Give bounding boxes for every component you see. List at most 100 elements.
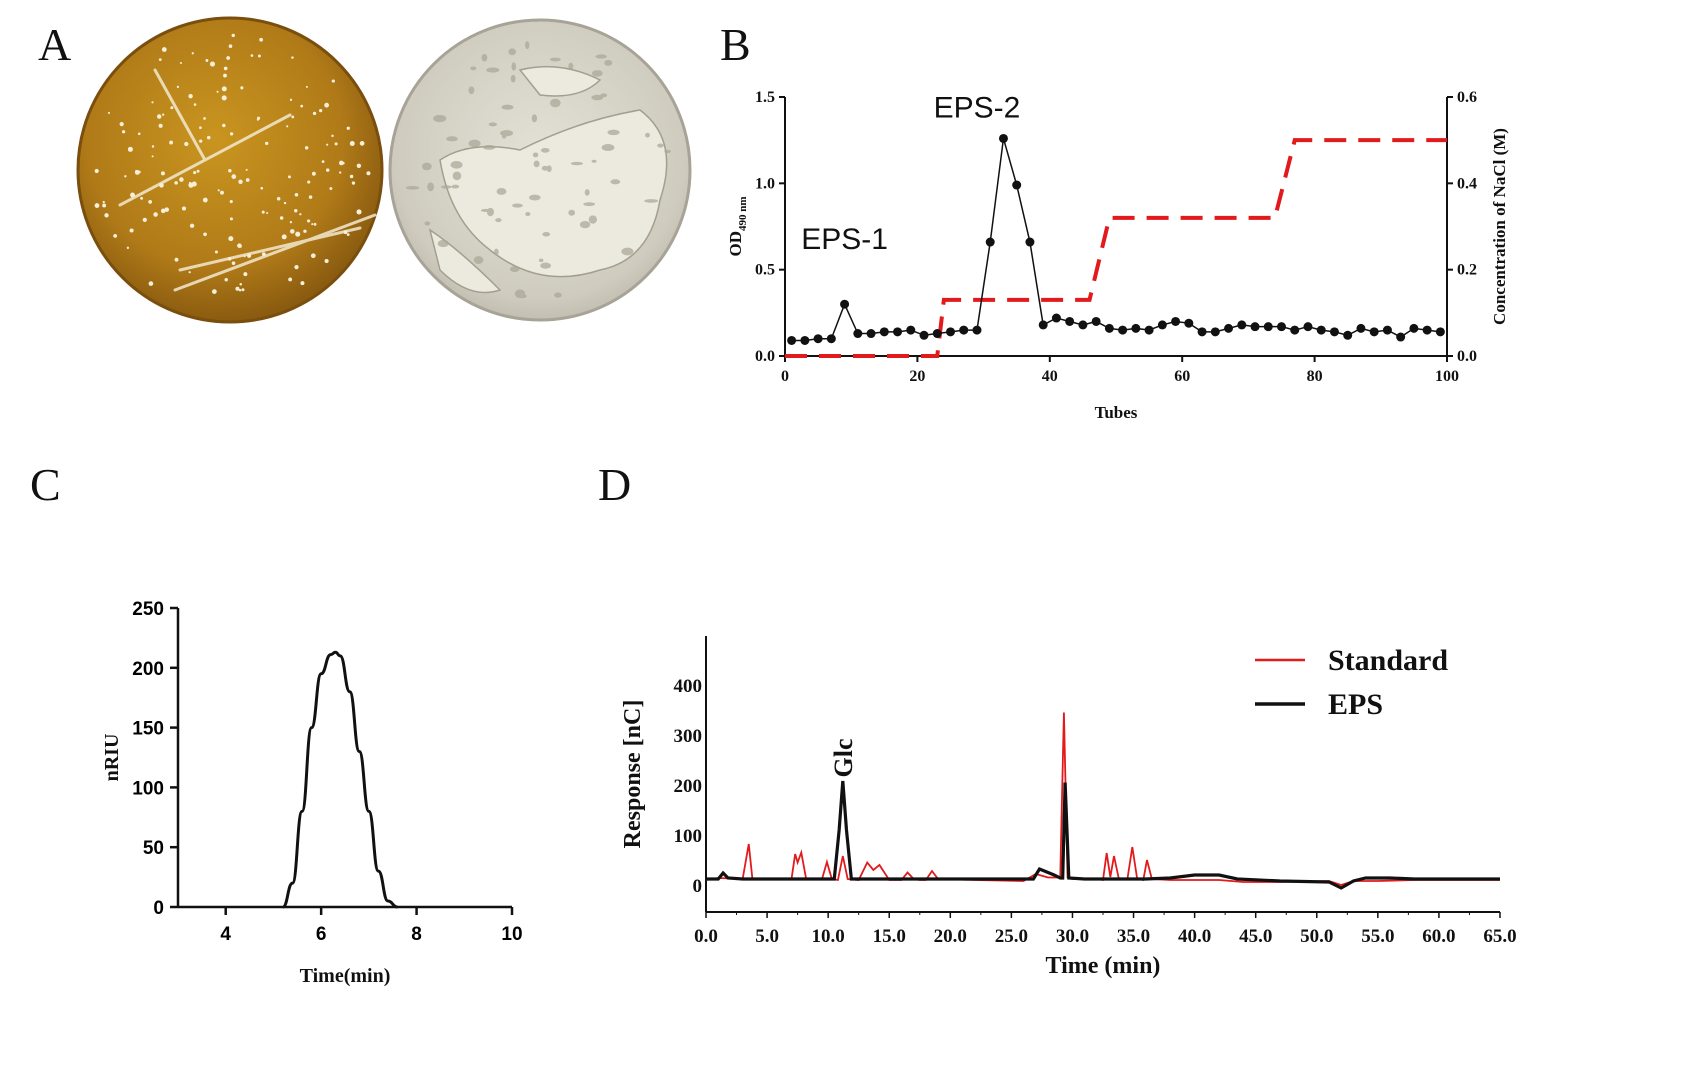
y-tick-label: 50: [143, 838, 164, 859]
colony-dot: [245, 168, 248, 171]
colony-dot: [294, 265, 299, 270]
colony-dot: [220, 190, 224, 195]
colony-dot: [159, 183, 164, 188]
x-tick-label: 8: [411, 924, 422, 945]
colony-spot: [610, 179, 621, 185]
colony-dot: [151, 101, 154, 104]
colony-spot: [452, 171, 462, 181]
od-point: [879, 327, 889, 337]
colony-dot: [239, 283, 242, 286]
colony-dot: [202, 197, 208, 203]
y-tick-label: 300: [674, 726, 703, 747]
colony-dot: [199, 139, 203, 143]
colony-dot: [259, 37, 263, 42]
od-point: [1382, 325, 1392, 335]
colony-dot: [238, 289, 242, 292]
od-point: [1343, 330, 1353, 340]
colony-spot: [532, 152, 539, 158]
colony-spot: [604, 59, 613, 66]
colony-dot: [241, 288, 245, 292]
colony-dot: [265, 141, 269, 146]
od-point: [1250, 322, 1260, 332]
petri-dish-pale: [388, 18, 692, 322]
colony-dot: [261, 252, 266, 256]
colony-dot: [94, 168, 99, 174]
x-tick-label: 40.0: [1178, 926, 1211, 947]
x-tick-label: 35.0: [1117, 926, 1150, 947]
od-point: [1290, 325, 1300, 335]
colony-dot: [325, 168, 330, 172]
colony-dot: [231, 33, 235, 38]
od-point: [1012, 180, 1022, 190]
colony-spot: [644, 199, 659, 203]
colony-dot: [209, 61, 216, 67]
od-point: [1263, 322, 1273, 332]
colony-dot: [94, 203, 100, 208]
y-tick-label: 1.0: [755, 175, 775, 192]
od-point: [1091, 316, 1101, 326]
colony-dot: [193, 171, 197, 175]
colony-spot: [470, 66, 477, 71]
colony-spot: [540, 262, 552, 269]
x-tick-label: 20: [909, 368, 925, 385]
colony-spot: [450, 161, 463, 169]
colony-dot: [227, 256, 232, 261]
x-tick-label: 80: [1307, 368, 1323, 385]
od-point: [998, 133, 1008, 143]
colony-spot: [583, 202, 596, 207]
colony-dot: [228, 168, 232, 173]
colony-dot: [339, 171, 342, 174]
colony-dot: [137, 132, 141, 136]
colony-spot: [473, 256, 484, 265]
colony-dot: [294, 192, 299, 197]
colony-dot: [179, 177, 184, 182]
colony-dot: [222, 123, 226, 128]
colony-dot: [300, 104, 304, 108]
od-point: [972, 325, 982, 335]
x-tick-label: 100: [1435, 368, 1459, 385]
y2-axis-title: Concentration of NaCl (M): [1490, 128, 1509, 325]
colony-spot: [645, 132, 651, 138]
y-axis-title-subscript: 490 nm: [737, 196, 749, 231]
colony-spot: [486, 67, 500, 73]
colony-dot: [257, 116, 261, 120]
od-point: [1369, 327, 1379, 337]
colony-dot: [281, 234, 287, 240]
colony-dot: [223, 73, 227, 78]
od-point: [1104, 323, 1114, 333]
y2-tick-label: 0.4: [1457, 175, 1477, 192]
colony-spot: [499, 130, 514, 137]
colony-dot: [229, 132, 234, 136]
colony-dot: [245, 178, 250, 182]
colony-dot: [356, 163, 362, 168]
colony-dot: [349, 140, 355, 146]
od-point: [1356, 323, 1366, 333]
y-tick-label: 100: [674, 826, 703, 847]
colony-dot: [289, 98, 293, 101]
colony-dot: [188, 93, 193, 99]
od-point: [1171, 316, 1181, 326]
colony-dot: [181, 206, 187, 211]
colony-dot: [206, 135, 211, 140]
colony-spot: [588, 215, 598, 224]
colony-dot: [148, 200, 153, 204]
od-point: [932, 329, 942, 339]
colony-spot: [525, 212, 531, 217]
panel-label-c: C: [30, 459, 61, 510]
colony-dot: [102, 203, 107, 208]
colony-spot: [528, 194, 541, 201]
colony-spot: [540, 147, 550, 153]
od-point: [1157, 320, 1167, 330]
colony-spot: [550, 98, 561, 108]
colony-dot: [107, 111, 110, 114]
panel-label-d: D: [598, 459, 632, 510]
od-point: [1277, 322, 1286, 332]
colony-dot: [231, 174, 237, 179]
colony-dot: [260, 186, 264, 190]
x-axis-title: Time(min): [300, 965, 391, 987]
colony-dot: [257, 54, 261, 58]
standard-line: [705, 712, 1500, 886]
colony-dot: [291, 56, 294, 59]
y-tick-label: 0.0: [755, 348, 775, 365]
colony-dot: [326, 143, 329, 146]
